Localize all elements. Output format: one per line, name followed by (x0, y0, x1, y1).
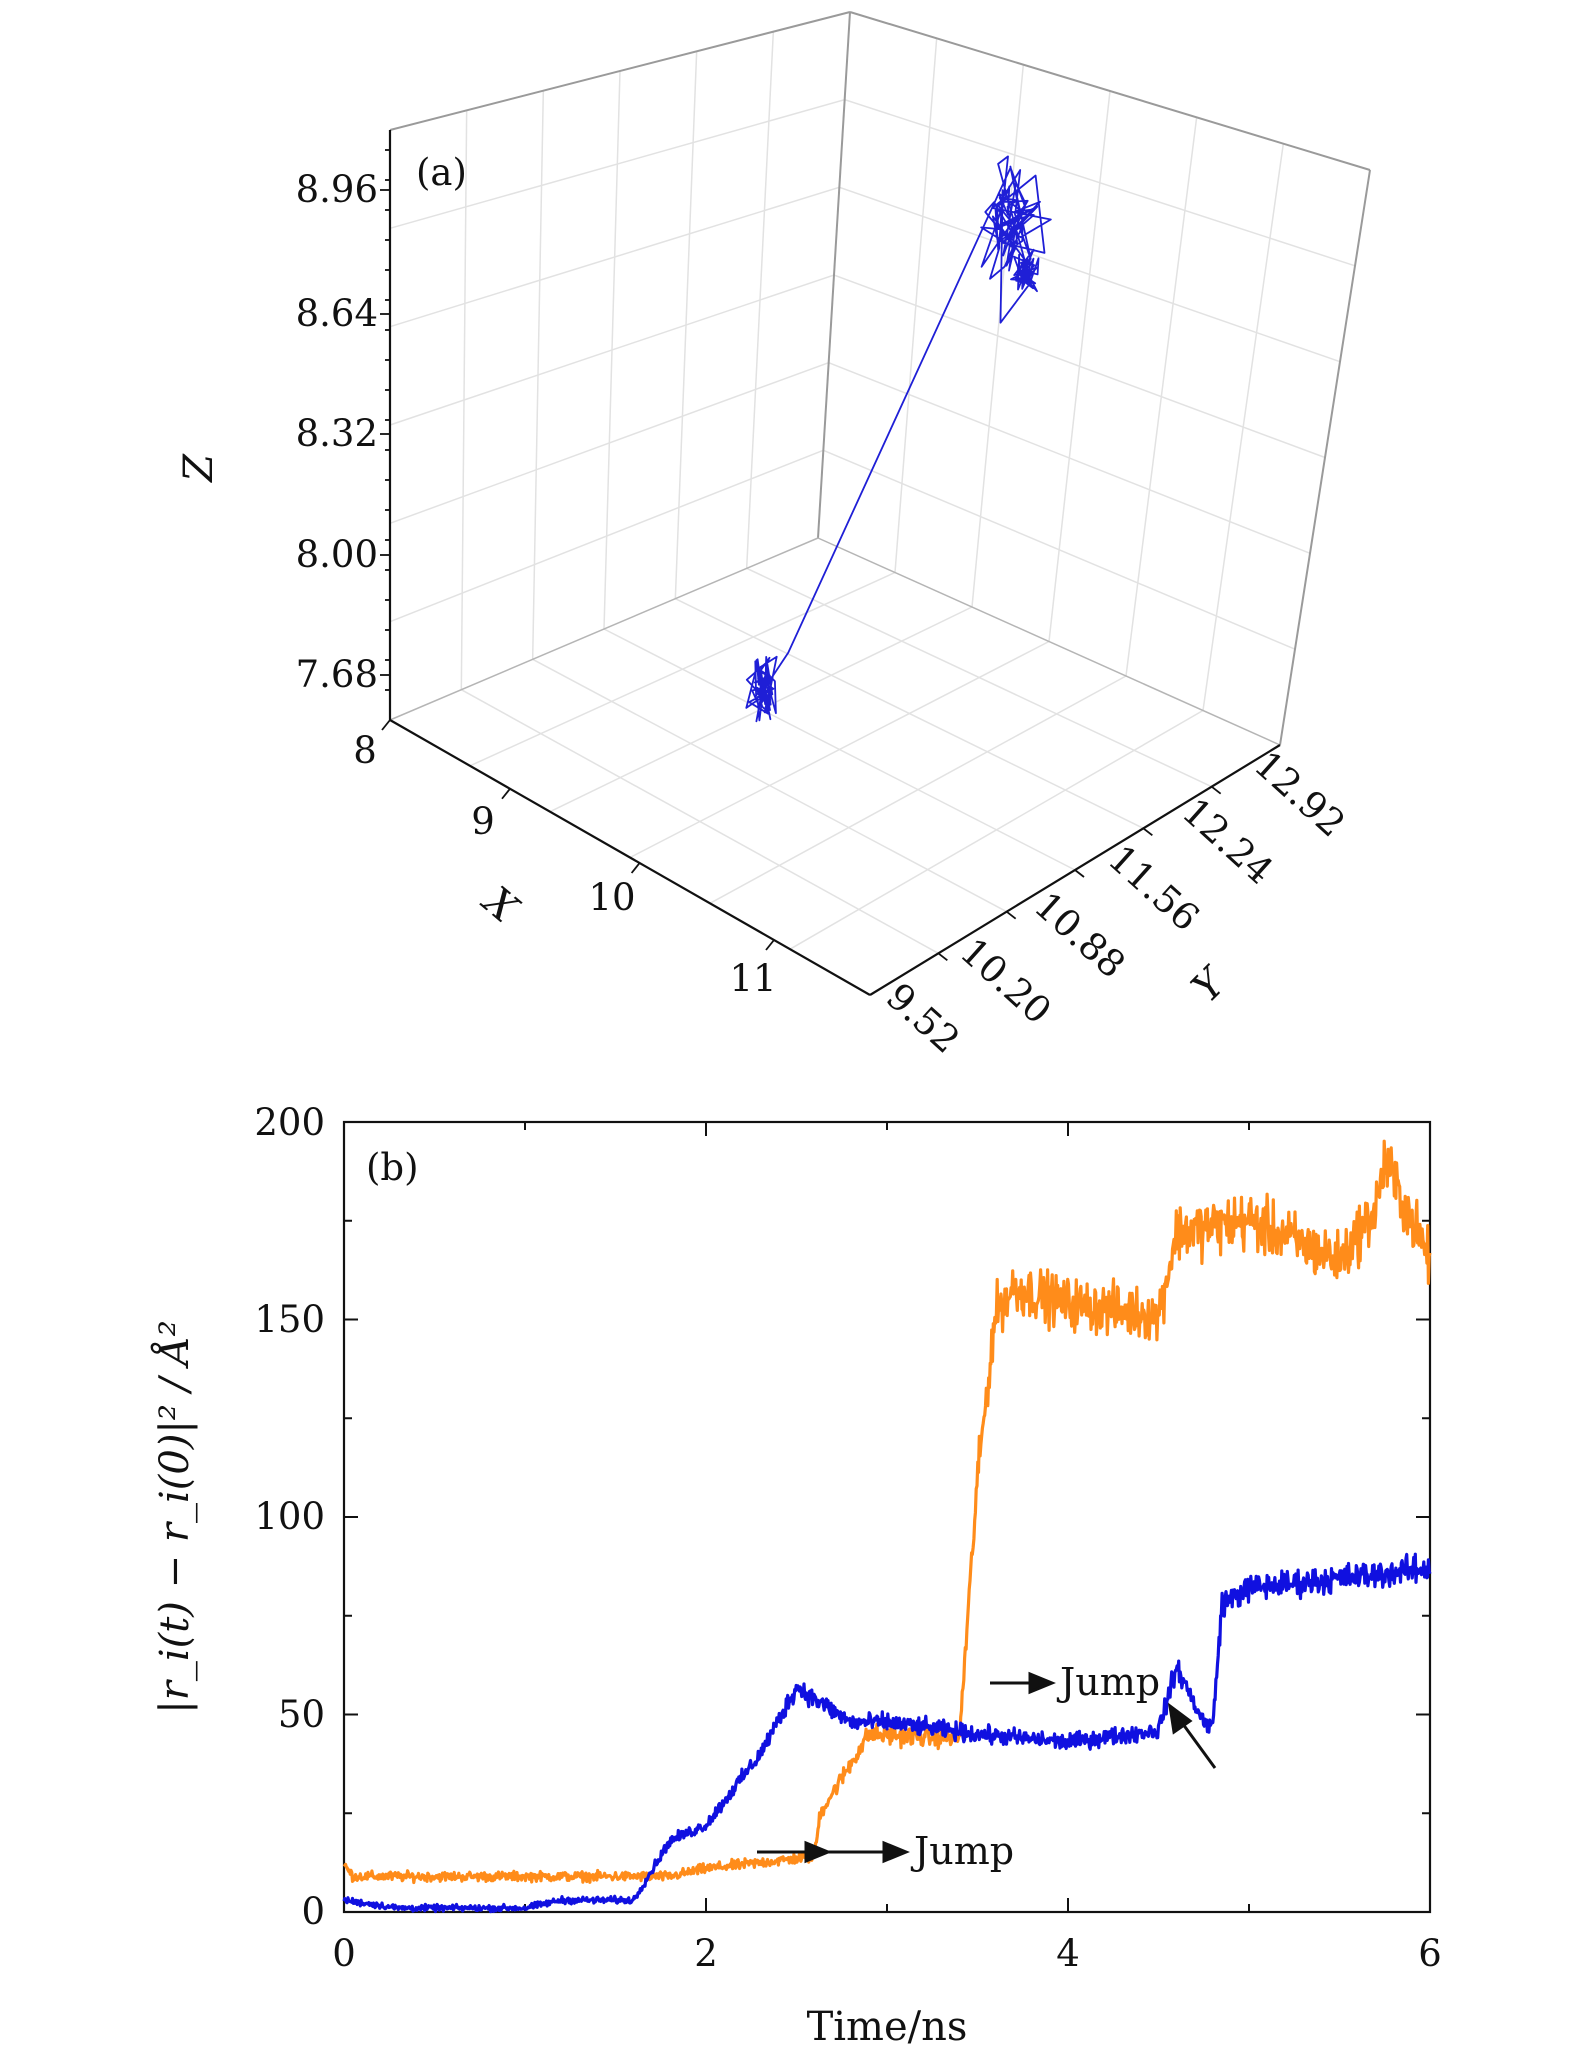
grid-line (745, 31, 775, 569)
trajectory-line (745, 155, 1052, 723)
floor-edges (389, 537, 1281, 746)
grid-line (674, 51, 698, 599)
ticks-b (343, 1121, 1431, 1913)
x-tick-label: 11 (729, 957, 776, 1000)
jump-arrow-upper (990, 1671, 1056, 1695)
x-tick-label: 9 (471, 800, 495, 843)
z-tick-label: 8.96 (296, 168, 378, 211)
x-axis-label: Time/ns (807, 2004, 968, 2050)
grid-line (389, 361, 1311, 555)
x-tick-label: 2 (694, 1932, 718, 1975)
y-tick-label: 12.92 (1246, 743, 1353, 846)
y-tick (1006, 910, 1017, 920)
z-tick-label: 8.00 (296, 533, 378, 576)
x-tick-label: 10 (588, 876, 635, 919)
y-tick-label: 9.52 (878, 975, 968, 1062)
grid-line (746, 567, 1212, 788)
series-blue (342, 1552, 1432, 1914)
y-tick-label: 10.88 (1026, 884, 1133, 987)
y-axis-label: Y (1183, 958, 1237, 1012)
box-edges (389, 11, 1371, 746)
y-axis-label: |r_i(t) − r_i(0)|² / Å² (151, 1320, 198, 1714)
y-tick (1074, 869, 1085, 878)
x-tick-label: 6 (1418, 1932, 1442, 1975)
y-tick-label: 11.56 (1100, 837, 1207, 940)
y-tick-label: 100 (254, 1495, 325, 1538)
grid-line (389, 274, 1326, 459)
z-axis-label: Z (176, 453, 222, 484)
x-tick (630, 862, 641, 874)
y-tick-label: 50 (278, 1693, 325, 1736)
y-tick-label: 150 (254, 1298, 325, 1341)
grid-line (389, 98, 1356, 267)
x-tick (765, 939, 775, 951)
y-tick (1211, 785, 1222, 795)
series-orange (342, 1139, 1432, 1885)
x-tick (381, 719, 391, 731)
x-tick-label: 8 (353, 729, 377, 772)
y-tick (937, 952, 948, 962)
ticks-3d (380, 149, 1222, 962)
x-tick (501, 788, 511, 800)
jump-arrow-lower (757, 1840, 910, 1864)
panel-label-a: (a) (416, 151, 467, 194)
jump-label-lower: Jump (910, 1829, 1014, 1873)
grid-line (389, 186, 1341, 363)
panel-label-b: (b) (366, 1146, 419, 1189)
y-tick-label: 12.24 (1174, 790, 1281, 893)
jump-label-upper: Jump (1056, 1660, 1160, 1704)
chart-b: Jump Jump 0 50 100 150 200 0 2 4 6 Time/… (151, 1101, 1442, 2050)
jump-arrow-diagonal (1167, 1702, 1217, 1769)
y-tick-label: 200 (254, 1101, 325, 1144)
z-tick-label: 8.64 (296, 292, 378, 335)
chart-a: 8.96 8.64 8.32 8.00 7.68 8 9 10 11 9.52 … (176, 11, 1371, 1062)
z-tick-label: 8.32 (296, 412, 378, 455)
y-tick-label: 10.20 (952, 930, 1059, 1033)
x-tick-label: 0 (332, 1932, 356, 1975)
y-tick (1142, 827, 1153, 837)
x-tick-label: 4 (1056, 1932, 1080, 1975)
z-tick-label: 7.68 (296, 653, 378, 696)
y-tick-label: 0 (301, 1890, 325, 1933)
plot-frame (342, 1120, 1432, 1914)
x-axis-label: X (472, 876, 527, 932)
